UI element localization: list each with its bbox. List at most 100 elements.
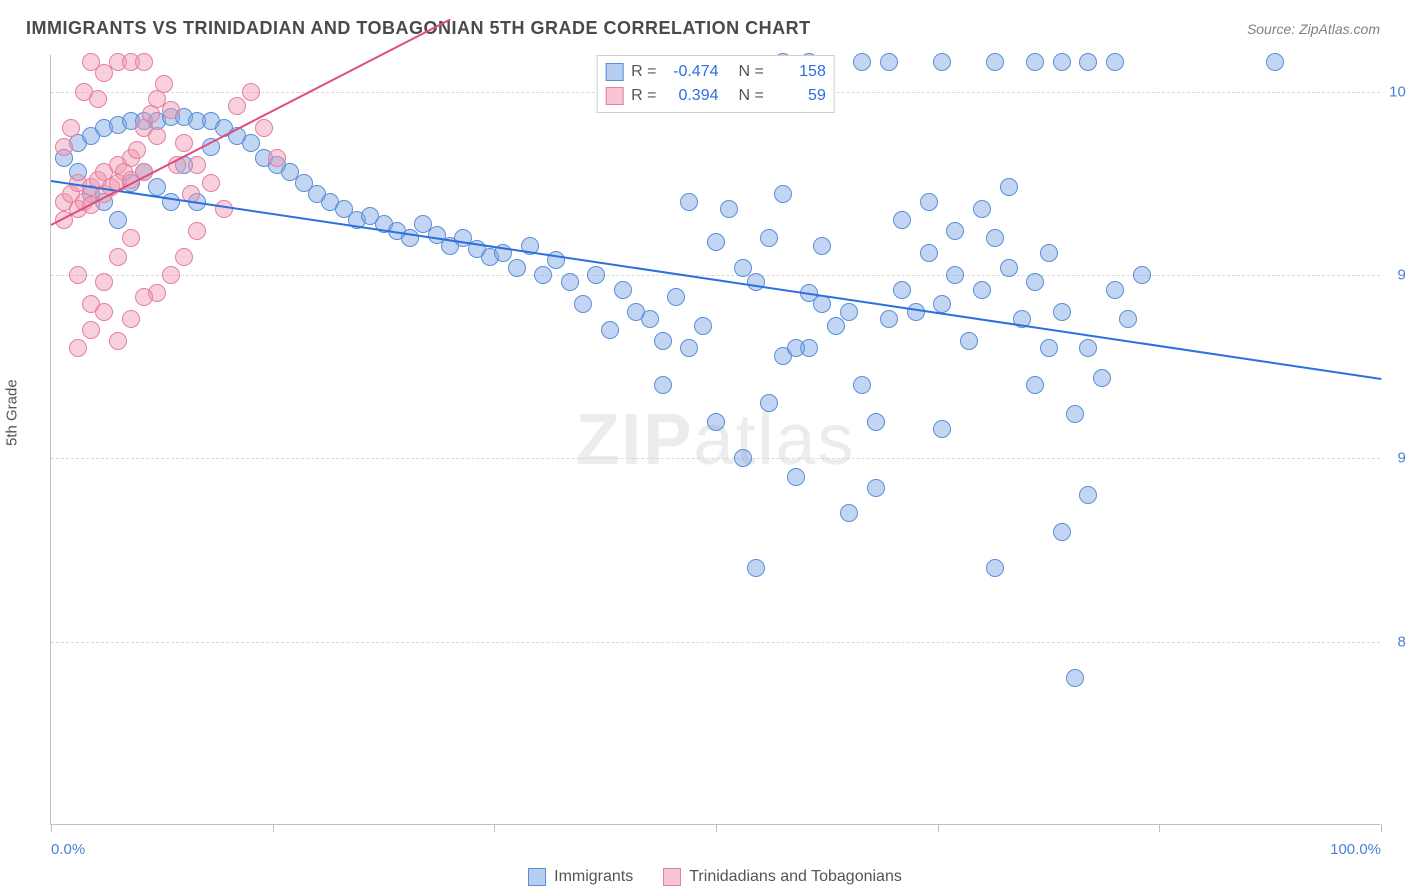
data-point: [242, 134, 260, 152]
data-point: [268, 149, 286, 167]
data-point: [109, 332, 127, 350]
x-tick: [51, 824, 52, 832]
data-point: [760, 229, 778, 247]
stat-row: R =0.394N =59: [605, 84, 826, 108]
data-point: [109, 248, 127, 266]
data-point: [1106, 53, 1124, 71]
data-point: [162, 193, 180, 211]
data-point: [747, 559, 765, 577]
y-axis-title: 5th Grade: [4, 379, 21, 446]
data-point: [95, 273, 113, 291]
data-point: [1106, 281, 1124, 299]
data-point: [986, 53, 1004, 71]
data-point: [188, 156, 206, 174]
y-tick-label: 85.0%: [1385, 633, 1406, 650]
data-point: [986, 229, 1004, 247]
data-point: [135, 53, 153, 71]
data-point: [95, 303, 113, 321]
data-point: [840, 303, 858, 321]
data-point: [680, 193, 698, 211]
data-point: [1079, 339, 1097, 357]
x-tick-label: 0.0%: [51, 841, 85, 858]
data-point: [561, 273, 579, 291]
data-point: [148, 178, 166, 196]
stat-row: R =-0.474N =158: [605, 60, 826, 84]
data-point: [946, 222, 964, 240]
data-point: [1093, 369, 1111, 387]
data-point: [155, 75, 173, 93]
data-point: [880, 310, 898, 328]
stat-n-label: N =: [739, 63, 764, 81]
data-point: [162, 266, 180, 284]
data-point: [827, 317, 845, 335]
data-point: [1079, 53, 1097, 71]
data-point: [122, 229, 140, 247]
data-point: [215, 200, 233, 218]
data-point: [1053, 53, 1071, 71]
data-point: [1079, 486, 1097, 504]
x-tick: [938, 824, 939, 832]
data-point: [202, 174, 220, 192]
data-point: [707, 233, 725, 251]
data-point: [55, 138, 73, 156]
legend-label: Immigrants: [554, 868, 633, 886]
x-tick-label: 100.0%: [1330, 841, 1381, 858]
stat-n-value: 59: [772, 87, 826, 105]
data-point: [641, 310, 659, 328]
data-point: [228, 97, 246, 115]
stat-box: R =-0.474N =158R =0.394N =59: [596, 55, 835, 113]
data-point: [82, 321, 100, 339]
legend-item: Immigrants: [528, 868, 633, 886]
data-point: [1040, 244, 1058, 262]
data-point: [1026, 53, 1044, 71]
data-point: [867, 413, 885, 431]
data-point: [574, 295, 592, 313]
legend-bottom: ImmigrantsTrinidadians and Tobagonians: [50, 868, 1380, 886]
data-point: [654, 332, 672, 350]
data-point: [1133, 266, 1151, 284]
data-point: [1053, 303, 1071, 321]
stat-r-label: R =: [631, 63, 656, 81]
data-point: [109, 211, 127, 229]
data-point: [946, 266, 964, 284]
data-point: [760, 394, 778, 412]
data-point: [933, 420, 951, 438]
data-point: [920, 244, 938, 262]
data-point: [853, 376, 871, 394]
stat-swatch: [605, 63, 623, 81]
data-point: [1040, 339, 1058, 357]
data-point: [69, 266, 87, 284]
data-point: [720, 200, 738, 218]
x-tick: [1159, 824, 1160, 832]
data-point: [734, 449, 752, 467]
data-point: [694, 317, 712, 335]
data-point: [707, 413, 725, 431]
x-tick: [1381, 824, 1382, 832]
data-point: [867, 479, 885, 497]
data-point: [122, 310, 140, 328]
data-point: [1066, 669, 1084, 687]
data-point: [853, 53, 871, 71]
data-point: [162, 101, 180, 119]
data-point: [893, 211, 911, 229]
data-point: [255, 119, 273, 137]
legend-swatch: [663, 868, 681, 886]
data-point: [667, 288, 685, 306]
stat-n-label: N =: [739, 87, 764, 105]
x-tick: [273, 824, 274, 832]
data-point: [534, 266, 552, 284]
scatter-plot: ZIPatlas 85.0%90.0%95.0%100.0%0.0%100.0%…: [50, 55, 1380, 825]
data-point: [1000, 178, 1018, 196]
source-label: Source: ZipAtlas.com: [1247, 21, 1380, 37]
data-point: [242, 83, 260, 101]
data-point: [587, 266, 605, 284]
gridline-h: [51, 458, 1380, 459]
data-point: [960, 332, 978, 350]
data-point: [1266, 53, 1284, 71]
data-point: [1026, 273, 1044, 291]
data-point: [973, 281, 991, 299]
data-point: [734, 259, 752, 277]
data-point: [787, 468, 805, 486]
data-point: [614, 281, 632, 299]
data-point: [1026, 376, 1044, 394]
